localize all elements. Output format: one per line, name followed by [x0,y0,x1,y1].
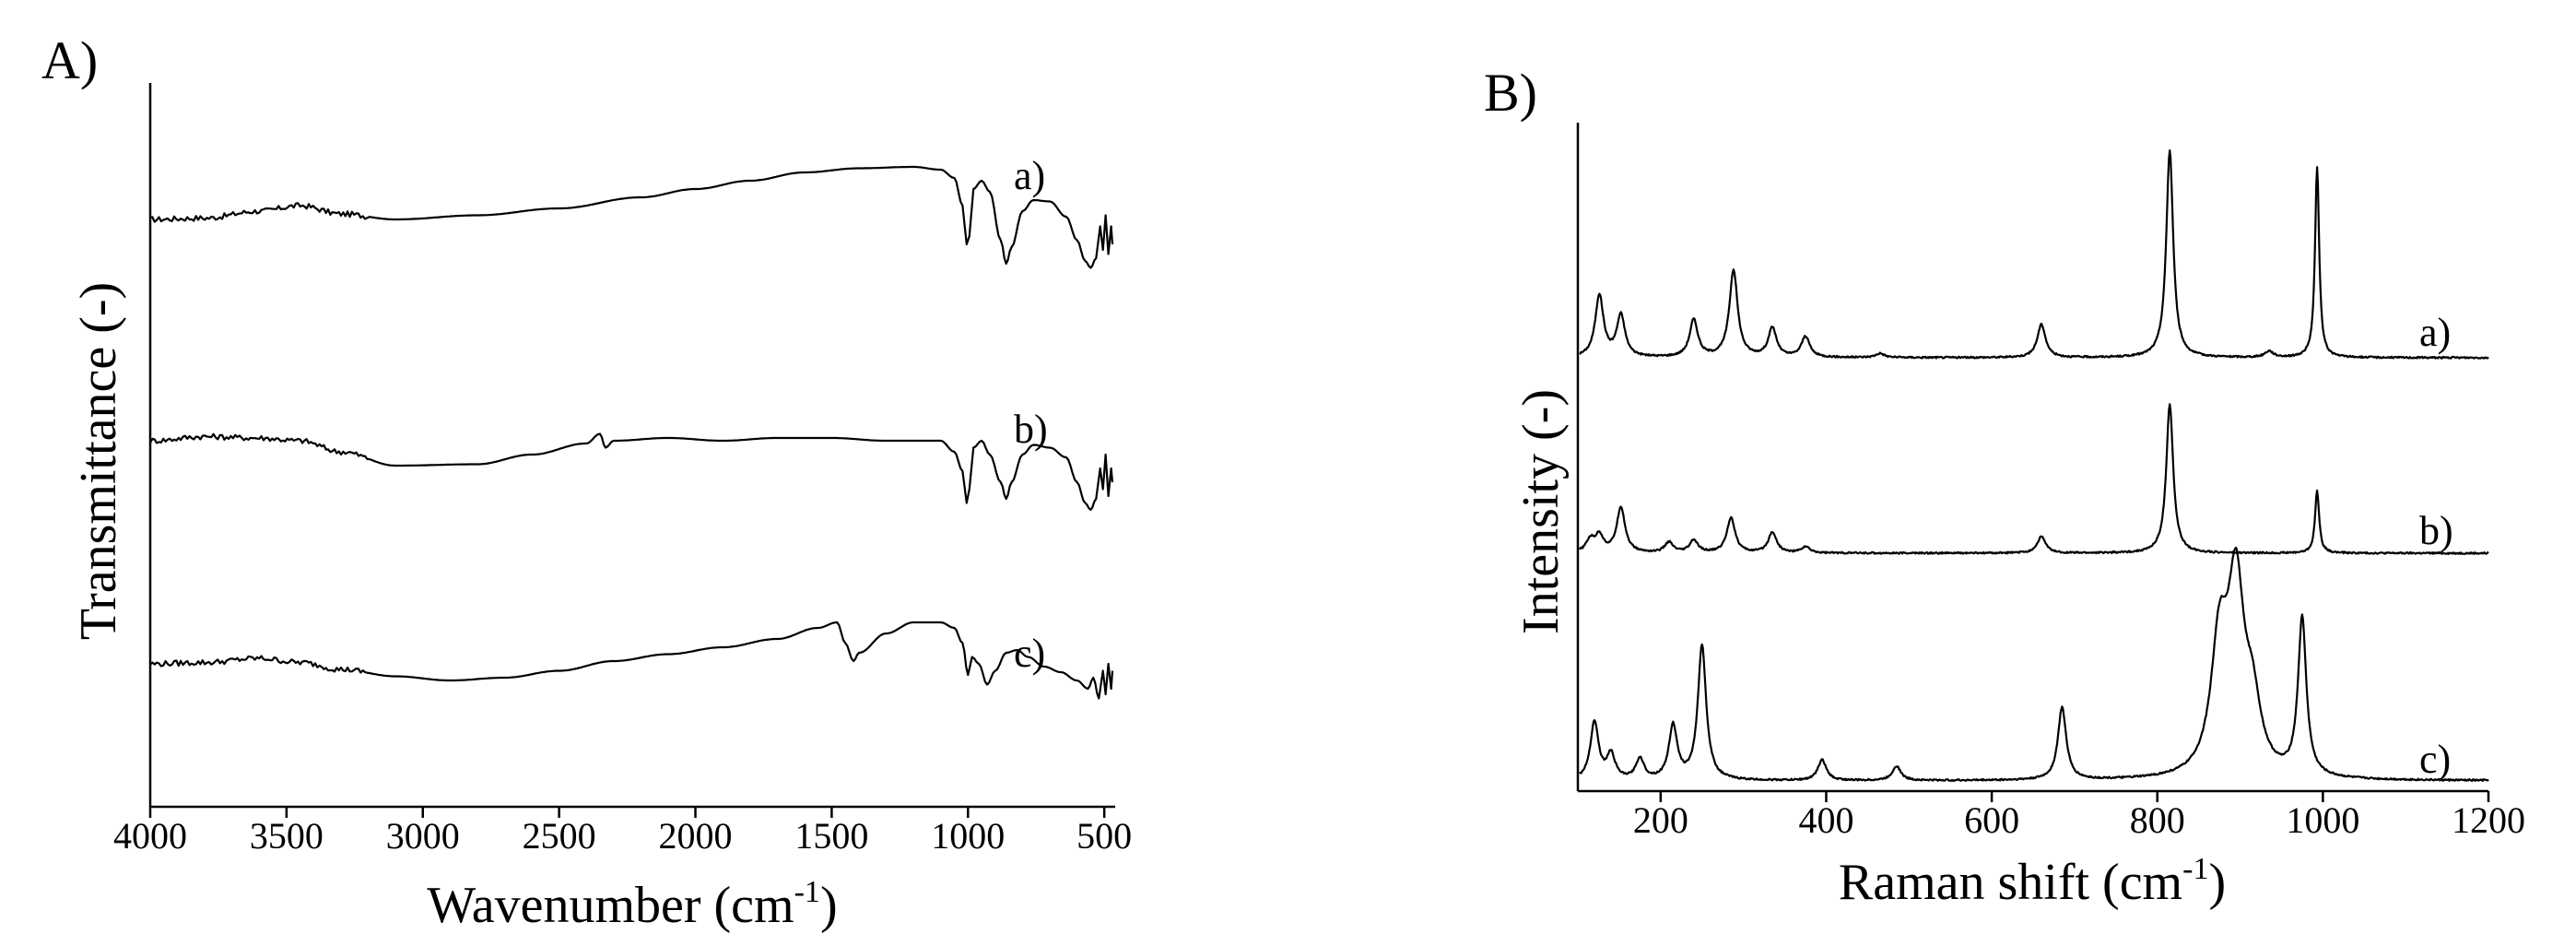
panel-a-curve-label-b: b) [1014,407,1048,452]
panel-b-x-tick-label-200: 200 [1633,799,1688,841]
panel-b-x-axis-title-main: Raman shift (cm [1839,854,2182,911]
panel-a-x-axis-title: Wavenumber (cm-1) [427,875,837,934]
panel-a-trace-c [149,621,1114,700]
panel-b-curve-label-c: c) [2419,737,2451,782]
panel-a-x-tick-label-1000: 1000 [931,815,1005,857]
panel-b-curve-label-b: b) [2419,508,2453,553]
panel-b-trace-c [1579,546,2489,782]
panel-a-trace-b [149,432,1114,512]
panel-b-trace-a [1579,149,2489,360]
panel-b-y-axis-title: Intensity (-) [1512,389,1570,634]
panel-b-curve-label-a: a) [2419,310,2451,355]
panel-a-x-tick-label-1500: 1500 [794,815,868,857]
panel-a-ftir-chart: A) 4000 3500 3000 2500 2000 1500 1000 500 a) b)… [41,30,1132,934]
panel-a-x-tick-label-4000: 4000 [113,815,187,857]
panel-a-x-tick-label-2000: 2000 [659,815,733,857]
panel-a-traces [149,165,1114,700]
panel-b-label: B) [1484,63,1537,123]
panel-b-trace-b [1578,403,2489,555]
panel-a-x-ticks: 4000 3500 3000 2500 2000 1500 1000 500 [113,807,1132,857]
panel-b-traces [1578,149,2489,782]
panel-a-x-axis-title-main: Wavenumber (cm [427,877,794,934]
panel-b-x-axis-title-sup: -1 [2182,852,2208,886]
panel-b-raman-chart: B) 200 400 600 800 1000 1200 a) b) c) Intensi… [1484,63,2525,911]
panel-a-curve-label-c: c) [1014,631,1045,676]
panel-a-curve-label-a: a) [1014,153,1045,198]
panel-b-x-axis-title: Raman shift (cm-1) [1839,852,2226,911]
panel-b-x-ticks: 200 400 600 800 1000 1200 [1633,791,2525,841]
panel-a-label: A) [41,30,98,90]
panel-b-x-tick-label-600: 600 [1964,799,2019,841]
panel-a-x-tick-label-3000: 3000 [386,815,460,857]
panel-a-x-tick-label-2500: 2500 [523,815,596,857]
panel-b-x-tick-label-800: 800 [2130,799,2185,841]
panel-a-trace-a [149,165,1114,269]
panel-b-x-tick-label-400: 400 [1798,799,1853,841]
panel-b-x-axis-title-tail: ) [2208,854,2226,911]
panel-a-x-tick-label-3500: 3500 [250,815,323,857]
panel-b-x-tick-label-1000: 1000 [2286,799,2359,841]
panel-a-x-tick-label-500: 500 [1076,815,1132,857]
panel-a-x-axis-title-tail: ) [820,877,838,934]
panel-b-x-tick-label-1200: 1200 [2452,799,2525,841]
panel-a-x-axis-title-sup: -1 [794,875,820,909]
panel-a-y-axis-title: Transmittance (-) [70,282,127,640]
